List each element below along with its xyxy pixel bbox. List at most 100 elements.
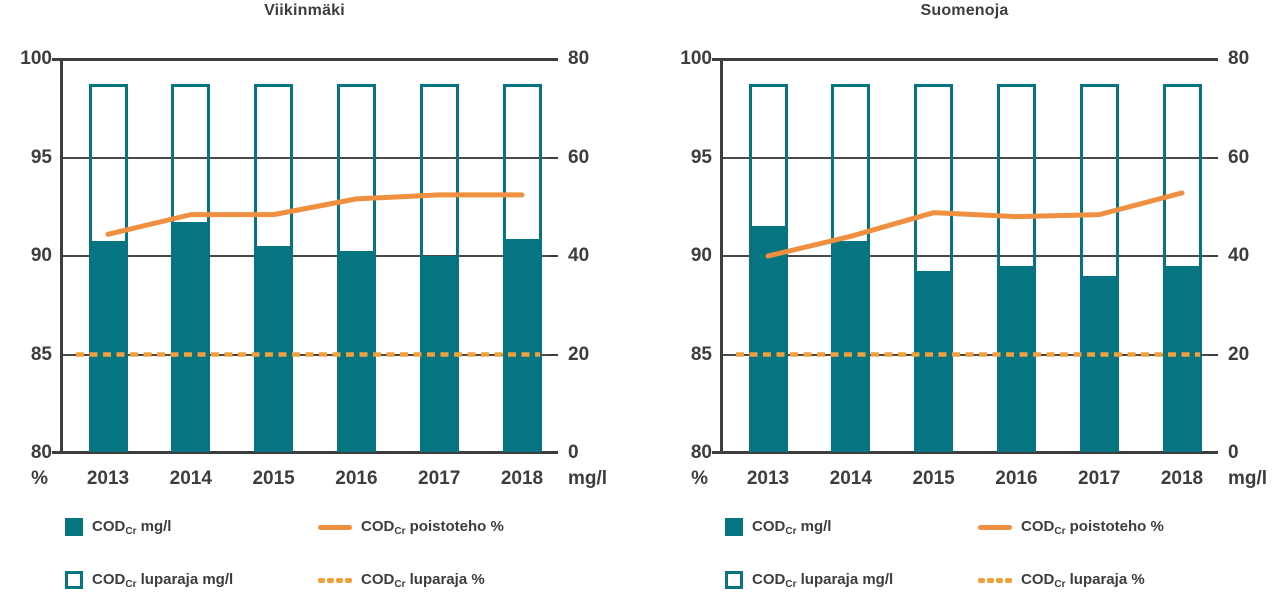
x-axis-year-label: 2016 — [995, 468, 1038, 489]
y-axis-label-right: 0 — [1228, 442, 1239, 463]
legend-label: CODCr poistoteho % — [361, 518, 504, 537]
y-axis-label-right: 80 — [1228, 48, 1250, 69]
legend-item-cod_mgl: CODCr mg/l — [65, 516, 171, 538]
y-axis-label-left: 80 — [30, 442, 52, 463]
dash-segment — [996, 577, 1003, 583]
cod-bar — [748, 226, 788, 452]
x-axis-unit-right: mg/l — [1228, 468, 1268, 489]
x-axis-year-label: 2013 — [86, 468, 130, 489]
axis-top-line — [712, 58, 1218, 61]
axis-tick — [549, 353, 558, 356]
legend-item-luparaja_pct: CODCr luparaja % — [978, 569, 1145, 591]
y-axis-label-left: 85 — [690, 343, 712, 365]
axis-baseline — [52, 451, 558, 454]
cod-bar — [831, 241, 871, 452]
x-axis-year-label: 2014 — [169, 468, 212, 489]
gridline — [722, 255, 1218, 257]
legend-item-luparaja_mgl: CODCr luparaja mg/l — [65, 569, 233, 591]
y-axis-label-left: 90 — [690, 245, 712, 266]
dash-segment — [345, 577, 352, 583]
legend-label-part: COD — [1021, 517, 1055, 535]
legend-swatch-dashed-line — [978, 577, 1012, 583]
x-axis-year-label: 2015 — [252, 468, 295, 489]
legend-label: CODCr luparaja mg/l — [752, 571, 893, 590]
y-axis-label-right: 20 — [568, 343, 590, 365]
efficiency-line — [765, 190, 1185, 259]
y-axis-label-right: 40 — [568, 245, 590, 266]
x-axis-year-label: 2017 — [418, 468, 461, 489]
legend-label: CODCr luparaja % — [1021, 571, 1145, 590]
legend-label: CODCr poistoteho % — [1021, 518, 1164, 537]
x-axis-year-label: 2015 — [912, 468, 955, 489]
cod-bar — [914, 270, 954, 452]
cod-bar — [88, 241, 128, 452]
axis-left-line — [60, 59, 63, 453]
legend-label-part: Cr — [125, 525, 137, 537]
legend-label-part: Cr — [1054, 578, 1066, 590]
legend-label: CODCr mg/l — [92, 518, 171, 537]
y-axis-label-left: 85 — [30, 343, 52, 365]
chart-title: Viikinmäki — [264, 2, 345, 19]
cod-bar — [419, 256, 459, 452]
cod-bar — [171, 221, 211, 452]
plot-area — [52, 58, 558, 454]
legend-label-part: COD — [361, 570, 395, 588]
line-overlay — [736, 190, 1200, 357]
y-axis-label-left: 90 — [30, 245, 52, 266]
cod-bar — [502, 238, 542, 452]
axis-tick — [1209, 353, 1218, 356]
gridline — [62, 255, 558, 257]
legend-label-part: mg/l — [796, 517, 832, 535]
y-axis-label-left: 95 — [690, 146, 712, 168]
legend-label: CODCr luparaja % — [361, 571, 485, 590]
legend-label: CODCr mg/l — [752, 518, 831, 537]
efficiency-line — [105, 192, 525, 237]
legend-swatch-bar — [725, 518, 743, 536]
dash-segment — [318, 577, 325, 583]
axis-top-line — [52, 58, 558, 61]
y-axis-label-right: 60 — [568, 146, 590, 168]
legend-swatch-line — [978, 524, 1012, 530]
x-axis-unit-left: % — [31, 468, 48, 489]
legend-item-luparaja_pct: CODCr luparaja % — [318, 569, 485, 591]
legend-label-part: COD — [361, 517, 395, 535]
axis-tick — [1209, 156, 1218, 159]
line-overlay — [76, 192, 540, 357]
chart-viikinmaki: Viikinmäki 100 95 90 85 80 80 60 40 20 0% 2013 2014 2… — [0, 0, 620, 595]
gridline — [722, 156, 1218, 159]
legend-label-part: luparaja mg/l — [796, 570, 894, 588]
x-axis-unit-left: % — [691, 468, 708, 489]
x-axis-unit-right: mg/l — [568, 468, 608, 489]
y-axis-label-left: 95 — [30, 146, 52, 168]
axis-tick — [1209, 255, 1218, 257]
y-axis-label-right: 0 — [568, 442, 579, 463]
dash-segment — [336, 577, 343, 583]
chart-title: Suomenoja — [920, 2, 1009, 19]
x-axis-year-label: 2018 — [500, 468, 544, 489]
legend-label-part: COD — [752, 517, 786, 535]
x-axis-year-label: 2018 — [1160, 468, 1204, 489]
axis-tick — [549, 156, 558, 159]
dash-segment — [327, 577, 334, 583]
legend-item-cod_mgl: CODCr mg/l — [725, 516, 831, 538]
legend-item-poistoteho_pct: CODCr poistoteho % — [978, 516, 1164, 538]
y-axis-label-left: 80 — [690, 442, 712, 463]
legend-label-part: COD — [92, 570, 126, 588]
legend-swatch-bar — [65, 518, 83, 536]
legend-item-luparaja_mgl: CODCr luparaja mg/l — [725, 569, 893, 591]
legend-label-part: COD — [1021, 570, 1055, 588]
y-axis-label-right: 80 — [568, 48, 590, 69]
legend-label-part: luparaja mg/l — [136, 570, 234, 588]
cod-bar — [254, 246, 294, 452]
legend-label-part: Cr — [1054, 525, 1066, 537]
axis-baseline — [712, 451, 1218, 454]
legend-label-part: Cr — [785, 525, 797, 537]
legend-swatch-bar-outline — [725, 571, 743, 589]
y-axis-label-right: 60 — [1228, 146, 1250, 168]
x-axis-year-label: 2016 — [335, 468, 378, 489]
legend-label-part: Cr — [394, 578, 406, 590]
legend-label-part: poistoteho % — [405, 517, 504, 535]
legend-label-part: mg/l — [136, 517, 172, 535]
legend-swatch-bar-outline — [65, 571, 83, 589]
chart-suomenoja: Suomenoja 100 95 90 85 80 80 60 40 20 0% 2013 2014 20… — [660, 0, 1280, 595]
